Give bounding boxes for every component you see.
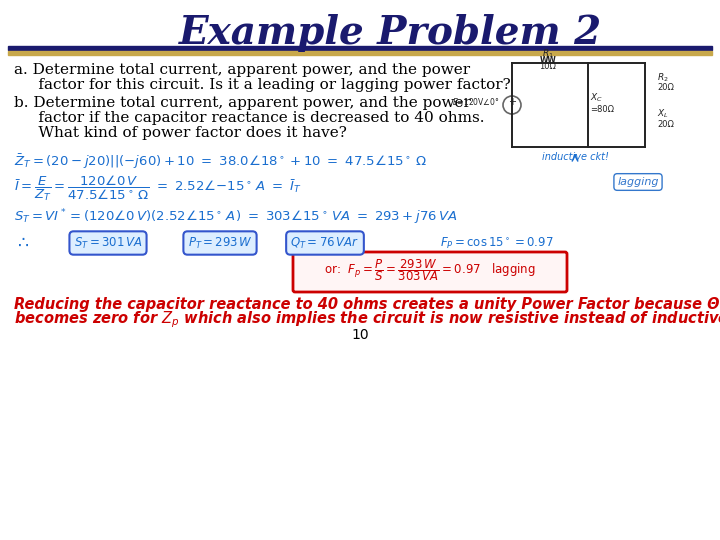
Text: $S_T = VI^* = (120\angle 0\,V)(2.52\angle 15^\circ\,A)\ =\ 303\angle 15^\circ\,V: $S_T = VI^* = (120\angle 0\,V)(2.52\angl… — [14, 207, 457, 227]
FancyBboxPatch shape — [293, 252, 567, 292]
Text: inductive ckt!: inductive ckt! — [541, 152, 608, 162]
Text: 20Ω: 20Ω — [657, 120, 674, 129]
Text: or:  $F_p = \dfrac{P}{S} = \dfrac{293\,W}{303\,VA} = 0.97$   lagging: or: $F_p = \dfrac{P}{S} = \dfrac{293\,W}… — [324, 257, 536, 283]
Text: $E$=120V∠0°: $E$=120V∠0° — [452, 96, 500, 107]
Text: $\bar{Z}_T = (20-j20)||(-j60)+10\ =\ 38.0\angle 18^\circ+10\ =\ 47.5\angle 15^\c: $\bar{Z}_T = (20-j20)||(-j60)+10\ =\ 38.… — [14, 153, 427, 171]
Text: factor if the capacitor reactance is decreased to 40 ohms.: factor if the capacitor reactance is dec… — [14, 111, 485, 125]
Text: 10: 10 — [351, 328, 369, 342]
Text: lagging: lagging — [617, 177, 659, 187]
Text: $R_2$: $R_2$ — [657, 71, 669, 84]
Text: 20Ω: 20Ω — [657, 83, 674, 92]
Text: +: + — [508, 97, 516, 107]
Text: =80Ω: =80Ω — [590, 105, 614, 114]
Text: $R_1$: $R_1$ — [542, 47, 554, 59]
Bar — [8, 46, 712, 50]
Text: $P_T = 293\,W$: $P_T = 293\,W$ — [187, 235, 253, 251]
Text: becomes zero for $Z_p$ which also implies the circuit is now resistive instead o: becomes zero for $Z_p$ which also implie… — [14, 310, 720, 330]
Text: Reducing the capacitor reactance to 40 ohms creates a unity Power Factor because: Reducing the capacitor reactance to 40 o… — [14, 296, 720, 312]
Text: 10Ω: 10Ω — [539, 62, 557, 71]
Text: $X_C$: $X_C$ — [590, 91, 603, 104]
Text: factor for this circuit. Is it a leading or lagging power factor?: factor for this circuit. Is it a leading… — [14, 78, 510, 92]
Text: Example Problem 2: Example Problem 2 — [179, 14, 602, 52]
Bar — [8, 51, 712, 55]
Text: a. Determine total current, apparent power, and the power: a. Determine total current, apparent pow… — [14, 63, 470, 77]
Text: WW: WW — [539, 56, 557, 65]
Text: What kind of power factor does it have?: What kind of power factor does it have? — [14, 126, 347, 140]
Text: $S_T = 301\,VA$: $S_T = 301\,VA$ — [73, 235, 143, 251]
Text: b. Determine total current, apparent power, and the power: b. Determine total current, apparent pow… — [14, 96, 471, 110]
Text: $\bar{I} = \dfrac{E}{Z_T} = \dfrac{120\angle 0\,V}{47.5\angle 15^\circ\,\Omega}\: $\bar{I} = \dfrac{E}{Z_T} = \dfrac{120\a… — [14, 173, 302, 202]
Text: $X_L$: $X_L$ — [657, 108, 669, 120]
Text: $F_P = \cos 15^\circ = 0.97$: $F_P = \cos 15^\circ = 0.97$ — [440, 235, 554, 251]
Text: $Q_T = 76\,VAr$: $Q_T = 76\,VAr$ — [290, 235, 360, 251]
Text: $\therefore$: $\therefore$ — [14, 233, 30, 251]
